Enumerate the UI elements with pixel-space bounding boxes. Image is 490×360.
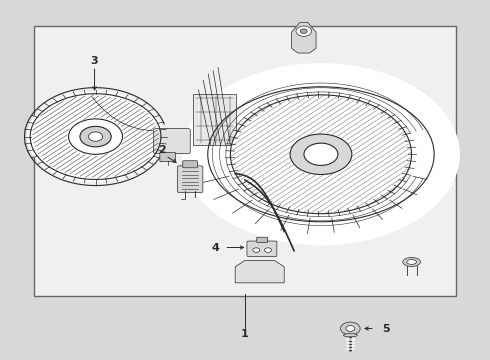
Circle shape — [296, 26, 312, 36]
FancyBboxPatch shape — [183, 161, 197, 168]
FancyBboxPatch shape — [247, 241, 277, 257]
Text: 2: 2 — [158, 145, 166, 155]
Circle shape — [80, 126, 111, 147]
FancyBboxPatch shape — [257, 237, 268, 242]
FancyBboxPatch shape — [153, 129, 190, 154]
Circle shape — [88, 132, 103, 141]
Circle shape — [265, 248, 271, 252]
Ellipse shape — [407, 260, 416, 264]
Ellipse shape — [403, 257, 420, 266]
Circle shape — [26, 91, 165, 182]
Circle shape — [182, 63, 460, 246]
Text: 1: 1 — [241, 329, 249, 339]
Circle shape — [230, 95, 412, 214]
Circle shape — [341, 322, 360, 335]
Polygon shape — [235, 260, 284, 283]
Circle shape — [290, 134, 352, 175]
FancyBboxPatch shape — [177, 166, 203, 193]
Ellipse shape — [343, 334, 357, 337]
Text: 4: 4 — [212, 243, 220, 252]
Circle shape — [253, 248, 260, 252]
FancyBboxPatch shape — [34, 26, 456, 296]
FancyBboxPatch shape — [160, 152, 175, 162]
Circle shape — [300, 29, 307, 33]
Circle shape — [69, 119, 122, 154]
Polygon shape — [292, 23, 316, 53]
Text: 3: 3 — [91, 56, 98, 66]
FancyBboxPatch shape — [193, 94, 236, 145]
Circle shape — [304, 143, 338, 166]
Text: 5: 5 — [382, 324, 390, 333]
Circle shape — [346, 325, 355, 332]
